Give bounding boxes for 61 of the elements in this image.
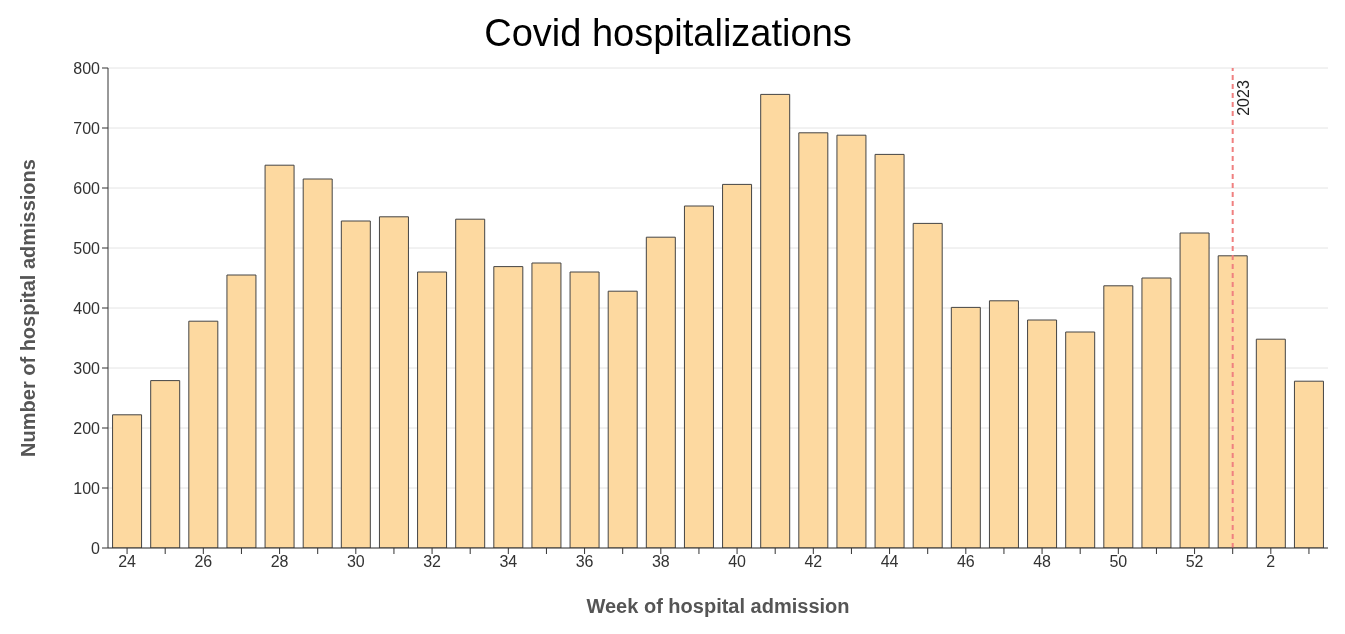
- x-tick-label: 50: [1109, 553, 1128, 571]
- bar: [950, 306, 981, 548]
- y-tick-label: 700: [73, 119, 101, 137]
- bar: [188, 320, 219, 548]
- annotation: 2023: [1234, 80, 1252, 116]
- x-tick-label: 2: [1266, 553, 1276, 571]
- x-tick-label: 34: [499, 553, 518, 571]
- x-tick-label: 48: [1033, 553, 1052, 571]
- y-tick-label: 200: [73, 419, 101, 437]
- y-tick-label: 0: [91, 539, 101, 557]
- bar: [874, 153, 905, 548]
- y-tick-label: 800: [73, 59, 101, 77]
- y-tick-label: 100: [73, 479, 101, 497]
- y-tick-label: 300: [73, 359, 101, 377]
- bar: [798, 132, 829, 548]
- bar: [302, 178, 333, 548]
- bar: [607, 290, 638, 548]
- chart-title: Covid hospitalizations: [483, 11, 853, 56]
- x-tick-label: 26: [194, 553, 213, 571]
- bar: [1027, 319, 1058, 548]
- bar: [226, 274, 257, 548]
- x-tick-label: 38: [651, 553, 670, 571]
- x-tick-label: 40: [728, 553, 747, 571]
- bar: [112, 414, 143, 548]
- bar: [455, 218, 486, 548]
- bar: [722, 183, 753, 548]
- bar: [1217, 255, 1248, 548]
- bar: [378, 216, 409, 548]
- bar: [569, 271, 600, 548]
- y-tick-label: 400: [73, 299, 101, 317]
- bar: [1103, 285, 1134, 548]
- bar: [264, 164, 295, 548]
- x-tick-label: 52: [1185, 553, 1204, 571]
- bar: [1179, 232, 1210, 548]
- bar: [493, 266, 524, 548]
- bar: [683, 205, 714, 548]
- x-tick-label: 28: [270, 553, 289, 571]
- bar: [1255, 338, 1286, 548]
- bar: [1293, 380, 1324, 548]
- x-tick-label: 32: [423, 553, 442, 571]
- bar: [340, 220, 371, 548]
- y-tick-label: 500: [73, 239, 101, 257]
- x-tick-label: 24: [118, 553, 137, 571]
- y-axis-title: Number of hospital admissions: [17, 159, 40, 457]
- bar: [1065, 331, 1096, 548]
- bar: [912, 222, 943, 548]
- bar: [645, 236, 676, 548]
- x-tick-label: 44: [880, 553, 899, 571]
- bar: [760, 93, 791, 548]
- x-tick-label: 42: [804, 553, 823, 571]
- bar: [1141, 277, 1172, 548]
- bar: [417, 271, 448, 548]
- bar: [531, 262, 562, 548]
- x-axis-title: Week of hospital admission: [586, 595, 850, 617]
- x-tick-label: 46: [956, 553, 975, 571]
- x-tick-label: 30: [346, 553, 365, 571]
- y-tick-label: 600: [73, 179, 101, 197]
- bar: [988, 300, 1019, 548]
- bar: [150, 380, 181, 548]
- x-tick-label: 36: [575, 553, 594, 571]
- bar: [836, 134, 867, 548]
